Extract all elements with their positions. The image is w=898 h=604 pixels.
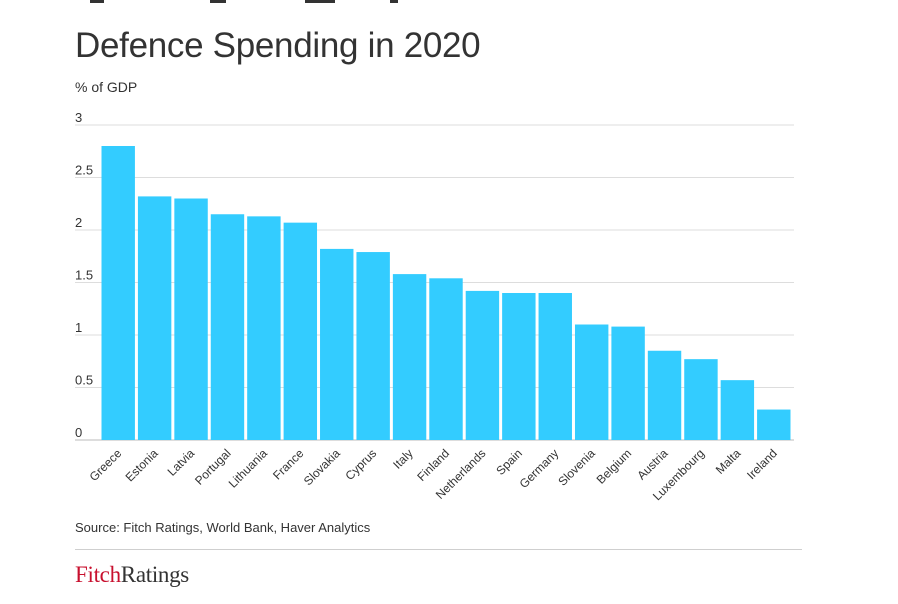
y-tick-label: 0.5 (75, 373, 93, 388)
bar-luxembourg (684, 359, 718, 440)
bar-greece (101, 146, 135, 440)
bar-france (283, 222, 318, 440)
x-tick-label: Italy (390, 446, 415, 471)
bar-austria (647, 350, 682, 440)
bar-ireland (757, 409, 791, 440)
y-tick-label: 2.5 (75, 163, 93, 178)
y-tick-label: 1.5 (75, 268, 93, 283)
y-tick-label: 1 (75, 320, 82, 335)
x-tick-label: Ireland (744, 446, 780, 482)
bar-belgium (611, 326, 645, 440)
bar-italy (392, 274, 427, 440)
bar-cyprus (356, 252, 390, 440)
bar-malta (720, 380, 755, 440)
footer-divider (75, 549, 802, 550)
x-tick-label: Belgium (594, 446, 635, 487)
x-tick-label: Greece (87, 446, 125, 484)
x-tick-label: Spain (493, 446, 525, 478)
chart-subtitle: % of GDP (75, 79, 138, 95)
logo-part-fitch: Fitch (75, 562, 121, 587)
y-tick-label: 0 (75, 425, 82, 440)
x-tick-label: Lithuania (226, 446, 271, 491)
bar-portugal (210, 214, 245, 440)
bar-finland (429, 278, 463, 440)
bar-slovakia (320, 248, 354, 440)
x-tick-label: Estonia (123, 446, 161, 484)
source-note: Source: Fitch Ratings, World Bank, Haver… (75, 520, 371, 535)
x-tick-label: Slovakia (301, 446, 343, 488)
logo-part-ratings: Ratings (120, 562, 189, 587)
bar-latvia (174, 198, 208, 440)
top-strip (90, 0, 400, 3)
x-tick-label: Slovenia (555, 446, 598, 489)
y-tick-label: 3 (75, 110, 82, 125)
y-tick-label: 2 (75, 215, 82, 230)
bar-slovenia (574, 324, 609, 440)
bar-lithuania (247, 216, 281, 440)
x-tick-label: Latvia (165, 446, 198, 479)
fitch-ratings-logo: FitchRatings (75, 562, 189, 588)
bar-estonia (137, 196, 172, 440)
x-tick-label: Germany (517, 446, 562, 491)
bar-germany (538, 293, 572, 440)
x-tick-label: Cyprus (342, 446, 379, 483)
bar-spain (502, 293, 536, 440)
x-tick-label: Malta (713, 446, 744, 477)
chart-title: Defence Spending in 2020 (75, 26, 481, 65)
bar-netherlands (465, 290, 500, 440)
